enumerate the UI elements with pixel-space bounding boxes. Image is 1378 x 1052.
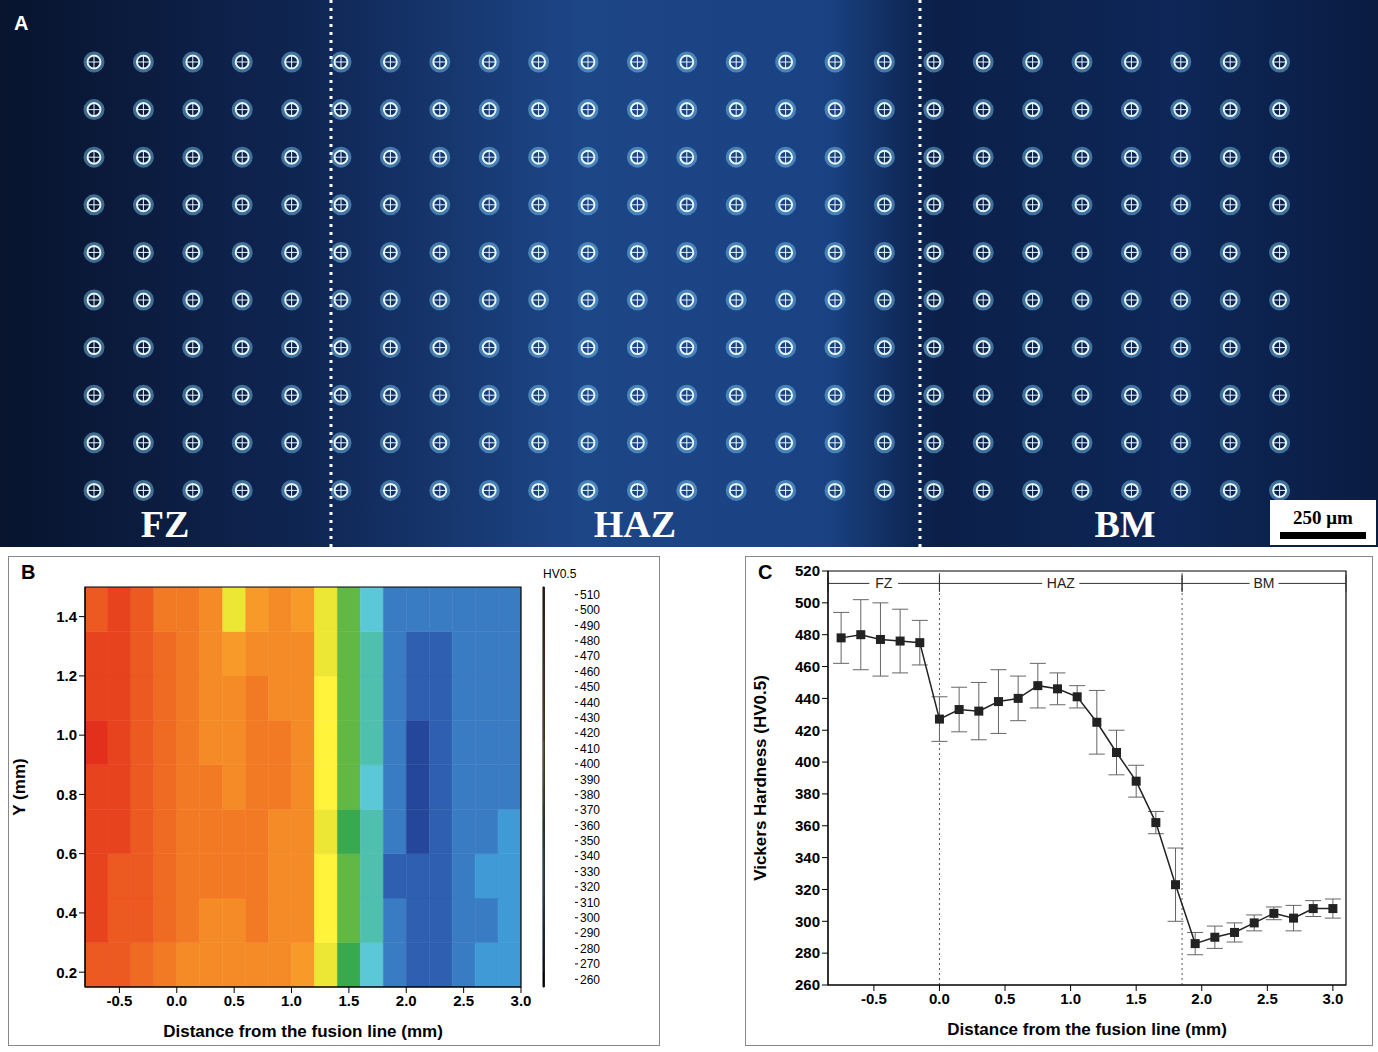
svg-text:2.5: 2.5: [1257, 990, 1278, 1007]
svg-text:440: 440: [795, 690, 820, 707]
svg-text:260: 260: [795, 976, 820, 993]
svg-text:490: 490: [580, 619, 600, 633]
svg-text:360: 360: [795, 817, 820, 834]
svg-text:-0.5: -0.5: [106, 992, 132, 1009]
svg-text:370: 370: [580, 803, 600, 817]
svg-text:3.0: 3.0: [511, 992, 532, 1009]
svg-text:BM: BM: [1094, 503, 1155, 545]
svg-text:1.2: 1.2: [56, 667, 77, 684]
svg-text:A: A: [14, 12, 28, 34]
svg-text:350: 350: [580, 834, 600, 848]
svg-text:390: 390: [580, 773, 600, 787]
svg-text:290: 290: [580, 926, 600, 940]
svg-text:380: 380: [580, 788, 600, 802]
svg-text:1.5: 1.5: [338, 992, 359, 1009]
svg-text:300: 300: [795, 913, 820, 930]
svg-text:450: 450: [580, 680, 600, 694]
html-text:B: B: [21, 561, 36, 583]
svg-text:BM: BM: [1254, 575, 1275, 591]
svg-text:480: 480: [795, 626, 820, 643]
svg-text:440: 440: [580, 696, 600, 710]
svg-text:300: 300: [580, 911, 600, 925]
svg-text:0.5: 0.5: [224, 992, 245, 1009]
svg-text:2.5: 2.5: [453, 992, 474, 1009]
svg-text:500: 500: [795, 594, 820, 611]
svg-text:3.0: 3.0: [1322, 990, 1343, 1007]
svg-text:380: 380: [795, 785, 820, 802]
html-text:HV0.5: HV0.5: [543, 567, 577, 581]
svg-text:1.4: 1.4: [56, 608, 78, 625]
svg-text:340: 340: [580, 849, 600, 863]
svg-text:470: 470: [580, 649, 600, 663]
svg-text:420: 420: [795, 722, 820, 739]
svg-text:1.0: 1.0: [56, 726, 77, 743]
svg-text:Distance from the fusion line: Distance from the fusion line (mm): [947, 1020, 1227, 1039]
svg-text:330: 330: [580, 865, 600, 879]
svg-text:410: 410: [580, 742, 600, 756]
svg-text:HAZ: HAZ: [1047, 575, 1075, 591]
svg-text:430: 430: [580, 711, 600, 725]
svg-text:260: 260: [580, 973, 600, 987]
svg-text:460: 460: [580, 665, 600, 679]
svg-text:0.0: 0.0: [929, 990, 950, 1007]
svg-text:360: 360: [580, 819, 600, 833]
svg-text:460: 460: [795, 658, 820, 675]
svg-text:250 μm: 250 μm: [1293, 507, 1353, 528]
svg-text:1.0: 1.0: [281, 992, 302, 1009]
svg-text:420: 420: [580, 726, 600, 740]
svg-text:320: 320: [795, 881, 820, 898]
svg-text:510: 510: [580, 588, 600, 602]
svg-text:HAZ: HAZ: [594, 503, 676, 545]
svg-text:FZ: FZ: [875, 575, 893, 591]
svg-text:480: 480: [580, 634, 600, 648]
svg-text:0.5: 0.5: [995, 990, 1016, 1007]
svg-text:0.6: 0.6: [56, 845, 77, 862]
svg-text:400: 400: [795, 753, 820, 770]
svg-text:Vickers Hardness (HV0.5): Vickers Hardness (HV0.5): [751, 675, 770, 881]
svg-text:310: 310: [580, 896, 600, 910]
svg-text:400: 400: [580, 757, 600, 771]
html-text:C: C: [758, 561, 773, 583]
svg-text:0.4: 0.4: [56, 904, 78, 921]
svg-text:Y (mm): Y (mm): [10, 758, 29, 815]
svg-text:-0.5: -0.5: [861, 990, 887, 1007]
svg-text:Distance from the fusion line: Distance from the fusion line (mm): [163, 1022, 443, 1041]
svg-text:2.0: 2.0: [1191, 990, 1212, 1007]
svg-text:0.8: 0.8: [56, 786, 77, 803]
svg-text:0.0: 0.0: [166, 992, 187, 1009]
svg-text:270: 270: [580, 957, 600, 971]
svg-text:2.0: 2.0: [396, 992, 417, 1009]
svg-text:1.5: 1.5: [1126, 990, 1147, 1007]
svg-text:280: 280: [580, 942, 600, 956]
svg-text:FZ: FZ: [141, 503, 190, 545]
svg-text:340: 340: [795, 849, 820, 866]
svg-text:320: 320: [580, 880, 600, 894]
svg-text:280: 280: [795, 944, 820, 961]
svg-text:520: 520: [795, 562, 820, 579]
svg-text:500: 500: [580, 603, 600, 617]
svg-text:0.2: 0.2: [56, 964, 77, 981]
svg-text:1.0: 1.0: [1060, 990, 1081, 1007]
